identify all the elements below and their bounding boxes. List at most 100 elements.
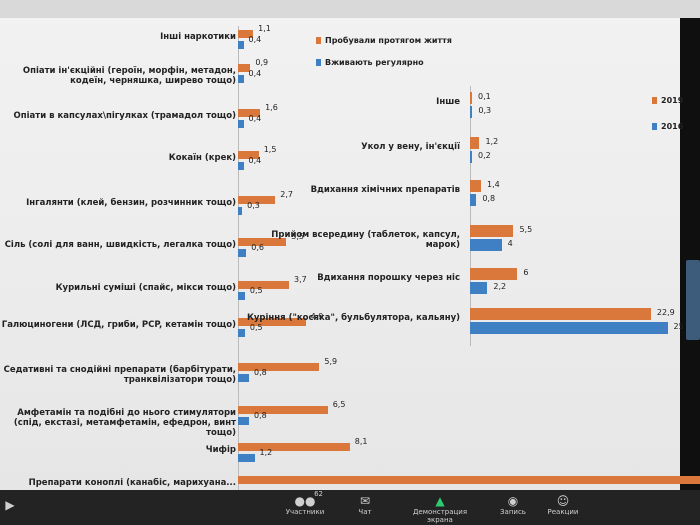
category-label: Інші наркотики: [160, 32, 236, 42]
axis-line: [238, 26, 239, 490]
presentation-screen: Пробували протягом життя Вживають регуля…: [0, 0, 700, 490]
bar-lifetime: [238, 109, 261, 117]
meeting-toolbar: ▶ ●● 62 Участники ✉ Чат ▲ Демонстрация э…: [0, 490, 700, 525]
legend-label: 2016: [661, 122, 684, 131]
participants-icon: ●●: [294, 494, 316, 508]
bar-2016: [470, 151, 472, 163]
category-label: Опіати ін'єкційні (героїн, морфін, метад…: [22, 66, 236, 86]
category-label: Кокаїн (крек): [168, 153, 236, 163]
category-label: Сіль (солі для ванн, швидкість, легалка …: [4, 240, 236, 250]
bar-lifetime: [238, 318, 306, 326]
bar-regular: [238, 249, 247, 257]
record-icon: ◉: [507, 494, 519, 508]
value-label: 0,8: [482, 194, 496, 203]
participants-count: 62: [314, 490, 323, 498]
value-label: 0,4: [248, 69, 262, 78]
bar-2016: [470, 322, 668, 334]
bar-lifetime: [238, 281, 290, 289]
share-screen-button[interactable]: ▲ Демонстрация экрана: [400, 494, 480, 524]
category-label: Прийом всередину (таблеток, капсул, маро…: [271, 230, 460, 250]
category-label: Чифір: [205, 445, 236, 455]
value-label: 1,4: [487, 180, 500, 189]
category-label: Інгалянти (клей, бензин, розчинник тощо): [26, 198, 236, 208]
value-label: 0,2: [478, 151, 491, 160]
legend-item-lifetime: Пробували протягом життя: [316, 36, 452, 45]
category-label: Курильні суміші (спайс, мікси тощо): [55, 283, 236, 293]
value-label: 2,2: [493, 282, 507, 291]
record-button[interactable]: ◉ Запись: [473, 494, 553, 516]
value-label: 22,9: [656, 308, 675, 317]
value-label: 8,1: [354, 437, 368, 446]
bar-2019: [470, 180, 482, 192]
video-button[interactable]: ▶: [0, 498, 40, 512]
bar-regular: [238, 41, 244, 49]
value-label: 6: [523, 268, 529, 277]
side-panel: [680, 18, 700, 490]
value-label: 1,6: [265, 103, 278, 112]
legend-label: Пробували протягом життя: [325, 36, 452, 45]
bar-2019: [470, 225, 514, 237]
category-label: Куріння ("косяка", бульбулятора, кальяну…: [246, 313, 460, 323]
category-label: Галюциногени (ЛСД, гриби, PCP, кетамін т…: [1, 320, 236, 330]
category-label: Амфетамін та подібні до нього стимулятор…: [13, 408, 236, 438]
record-label: Запись: [500, 508, 526, 516]
bar-regular: [238, 207, 243, 215]
reactions-button[interactable]: ☺ Реакции: [523, 494, 603, 516]
value-label: 0,4: [248, 114, 262, 123]
chat-icon: ✉: [359, 494, 371, 508]
category-label: Укол у вену, ін'єкції: [361, 142, 460, 152]
value-label: 0,4: [248, 156, 262, 165]
value-label: 0,9: [255, 58, 269, 67]
bar-regular: [238, 75, 244, 83]
share-screen-icon: ▲: [435, 494, 445, 508]
bar-2019: [470, 268, 518, 280]
legend-item-2016: 2016: [652, 122, 683, 131]
category-label: Седативні та снодійні препарати (барбіту…: [3, 365, 236, 385]
value-label: 0,4: [248, 35, 262, 44]
legend-item-2019: 2019: [652, 96, 683, 105]
value-label: 5,9: [324, 357, 338, 366]
value-label: 0,3: [247, 201, 260, 210]
share-screen-label: Демонстрация экрана: [412, 508, 468, 524]
bar-2019: [470, 308, 651, 320]
bar-2016: [470, 282, 488, 294]
video-thumbnail[interactable]: [686, 260, 700, 340]
category-label: Вдихання порошку через ніс: [317, 273, 460, 283]
bar-regular: [238, 374, 250, 382]
bar-2016: [470, 194, 477, 206]
value-label: 0,8: [254, 411, 267, 420]
chart-methods: 2019 2016 Інше 0,1 0,3 Укол у вену, ін'єкці…: [246, 86, 683, 346]
value-label: 4: [507, 239, 513, 248]
value-label: 1,2: [485, 137, 499, 146]
legend-label: 2019: [661, 96, 684, 105]
category-label: Опіати в капсулах\пігулках (трамадол тощ…: [13, 111, 236, 121]
reactions-label: Реакции: [547, 508, 579, 516]
chat-button[interactable]: ✉ Чат: [325, 494, 405, 516]
chat-label: Чат: [358, 508, 372, 516]
chart-substances: Пробували протягом життя Вживають регуля…: [0, 18, 700, 490]
bar-regular: [238, 162, 244, 170]
value-label: 1,1: [258, 24, 271, 33]
value-label: 0,5: [249, 323, 263, 332]
bar-lifetime: [238, 64, 251, 72]
bar-lifetime: [238, 476, 700, 484]
bar-lifetime: [238, 30, 254, 38]
bar-2019: [470, 137, 480, 149]
category-label: Інше: [436, 97, 460, 107]
bar-lifetime: [238, 238, 287, 246]
participants-button[interactable]: ●● 62 Участники: [265, 490, 345, 516]
value-label: 0,8: [254, 368, 267, 377]
reactions-icon: ☺: [556, 494, 570, 508]
participants-label: Участники: [285, 508, 325, 516]
bar-lifetime: [238, 443, 350, 451]
bar-lifetime: [238, 151, 259, 159]
axis-line: [470, 86, 471, 346]
bar-lifetime: [238, 406, 328, 414]
bar-2019: [470, 92, 472, 104]
bar-lifetime: [238, 196, 276, 204]
bar-lifetime: [238, 363, 320, 371]
value-label: 0,3: [478, 106, 492, 115]
bar-regular: [238, 292, 245, 300]
value-label: 4,9: [310, 312, 324, 321]
bar-regular: [238, 329, 245, 337]
